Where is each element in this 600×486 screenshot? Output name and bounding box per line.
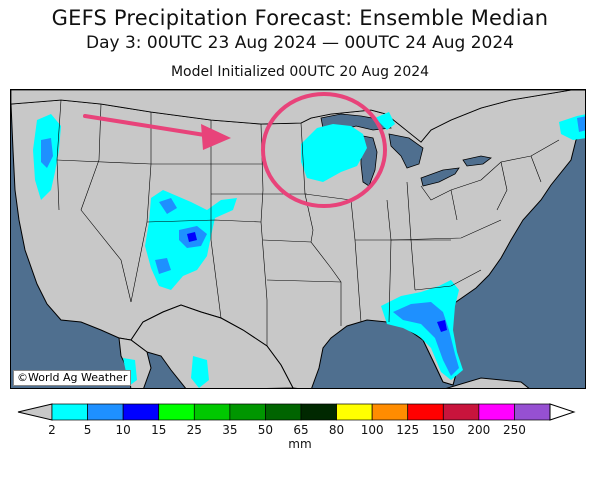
precip-great-lakes <box>301 124 367 182</box>
legend-tick-label: 250 <box>502 423 526 437</box>
legend-swatch-5 <box>229 403 266 421</box>
precipitation-map: ©World Ag Weather <box>10 89 586 389</box>
legend-tick-label: 10 <box>115 423 131 437</box>
legend-tick-label: 2 <box>48 423 56 437</box>
map-svg <box>11 90 585 388</box>
lake-erie <box>420 167 460 187</box>
precip-southeast-core <box>393 302 459 376</box>
legend-colorbar <box>17 403 576 421</box>
annotation-circle <box>261 92 387 208</box>
legend-tick-label: 25 <box>186 423 202 437</box>
legend-tick-label: 35 <box>222 423 238 437</box>
legend-unit: mm <box>288 437 312 451</box>
legend-swatch-0 <box>51 403 88 421</box>
precip-southwest-core-4 <box>187 232 197 242</box>
legend-swatch-13 <box>514 403 551 421</box>
cuba-land <box>445 377 530 388</box>
canada-land <box>11 90 585 143</box>
copyright-label: ©World Ag Weather <box>13 370 132 386</box>
legend-swatch-4 <box>193 403 231 421</box>
legend-tick-label: 65 <box>293 423 309 437</box>
legend-swatch-10 <box>407 403 444 421</box>
legend-tick-label: 50 <box>257 423 274 437</box>
annotation-arrow <box>83 114 231 150</box>
legend-swatch-2 <box>122 403 160 421</box>
state-borders <box>56 99 560 346</box>
legend-swatch-9 <box>371 403 409 421</box>
legend-tick-label: 80 <box>328 423 345 437</box>
legend-swatch-11 <box>442 403 480 421</box>
precip-southwest-core-3 <box>155 258 171 274</box>
precip-great-lakes-east <box>375 112 395 130</box>
legend-swatch-8 <box>336 403 373 421</box>
legend-over-triangle <box>549 403 576 421</box>
precip-new-england-core <box>577 116 585 132</box>
lake-ontario <box>462 155 492 167</box>
legend-tick-label: 150 <box>431 423 455 437</box>
precip-mexico <box>191 356 209 388</box>
model-init-time: Model Initialized 00UTC 20 Aug 2024 <box>170 64 430 80</box>
conus-land <box>11 90 585 388</box>
legend-tick-label: 200 <box>467 423 491 437</box>
forecast-period: Day 3: 00UTC 23 Aug 2024 — 00UTC 24 Aug … <box>86 33 514 53</box>
legend-swatch-3 <box>158 403 195 421</box>
map-title: GEFS Precipitation Forecast: Ensemble Me… <box>51 6 549 30</box>
legend-tick-label: 100 <box>360 423 384 437</box>
precip-florida-core <box>437 320 447 332</box>
legend-swatch-7 <box>300 403 337 421</box>
precip-fills <box>33 112 585 388</box>
legend-under-triangle <box>17 403 53 421</box>
precip-pacific-nw-core <box>41 138 53 168</box>
legend-swatch-6 <box>265 403 302 421</box>
precip-southwest-core-1 <box>159 198 177 214</box>
lake-huron <box>388 133 424 169</box>
legend-tick-label: 15 <box>151 423 167 437</box>
legend-swatch-12 <box>478 403 515 421</box>
legend-swatch-1 <box>87 403 124 421</box>
legend-tick-label: 5 <box>83 423 92 437</box>
legend-tick-label: 125 <box>396 423 420 437</box>
